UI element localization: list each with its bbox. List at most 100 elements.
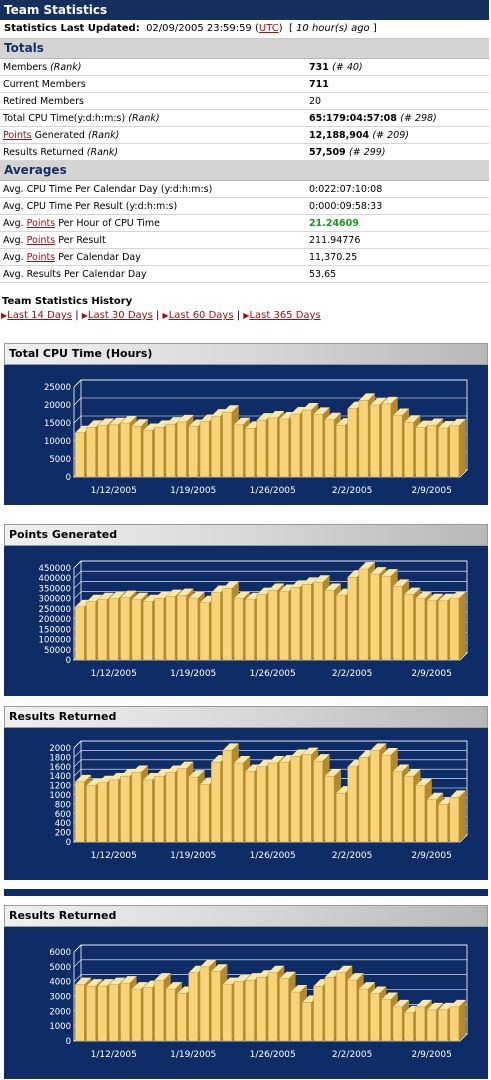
cpu-time-value: 65:179:04:57:08 bbox=[309, 112, 397, 124]
bar-front bbox=[290, 991, 301, 1042]
bar-top bbox=[313, 754, 330, 762]
bar-top bbox=[86, 594, 103, 602]
current-members-label: Current Members bbox=[0, 75, 306, 93]
x-tick-label: 2/2/2005 bbox=[332, 669, 372, 679]
bar-front bbox=[233, 981, 244, 1042]
y-tick-label: 200 bbox=[55, 829, 71, 839]
bar-top bbox=[154, 973, 171, 981]
bar-top bbox=[415, 999, 432, 1007]
x-tick-label: 2/9/2005 bbox=[411, 486, 451, 496]
members-value: 731 bbox=[309, 61, 329, 73]
bar-front bbox=[222, 411, 233, 478]
totals-heading: Totals bbox=[0, 39, 489, 59]
points-link[interactable]: Points bbox=[26, 234, 56, 246]
bar-front bbox=[86, 785, 96, 843]
bar-top bbox=[154, 591, 171, 599]
points-link[interactable]: Points bbox=[26, 251, 56, 263]
bar-front bbox=[301, 584, 312, 661]
bar-top bbox=[279, 584, 296, 592]
history-link-60[interactable]: Last 60 Days bbox=[168, 310, 234, 321]
bar-front bbox=[108, 598, 119, 661]
bar-top bbox=[86, 979, 103, 987]
points-link[interactable]: Points bbox=[3, 129, 32, 141]
bar-top bbox=[256, 970, 273, 978]
y-tick-label: 50000 bbox=[44, 646, 71, 656]
bar-front bbox=[301, 1002, 312, 1042]
bar-top bbox=[404, 415, 421, 423]
bar-top bbox=[347, 973, 364, 981]
bar-front bbox=[188, 776, 198, 843]
x-tick-label: 1/19/2005 bbox=[170, 669, 216, 679]
bar-top bbox=[256, 413, 273, 421]
bar-front bbox=[381, 999, 391, 1042]
bar-front bbox=[426, 799, 437, 843]
bar-top bbox=[313, 575, 330, 583]
avg-points-result-label: Per Result bbox=[55, 234, 106, 246]
bar-front bbox=[131, 599, 142, 661]
chart-title: Results Returned bbox=[4, 706, 488, 728]
bar-front bbox=[392, 1006, 403, 1042]
arrow-right-icon: ▶ bbox=[1, 311, 8, 320]
bar-front bbox=[165, 772, 176, 843]
current-members-value: 711 bbox=[306, 75, 489, 93]
grid-line-side bbox=[73, 591, 82, 599]
results-returned-label: Results Returned bbox=[3, 146, 84, 158]
bar-front bbox=[108, 424, 119, 478]
bar-top bbox=[324, 412, 341, 420]
bar-front bbox=[97, 425, 108, 478]
avg-cpu-day-label: Avg. CPU Time Per Calendar Day (y:d:h:m:… bbox=[0, 181, 306, 198]
bar-top bbox=[279, 971, 296, 979]
bar-top bbox=[449, 790, 466, 798]
bar-front bbox=[449, 797, 460, 843]
bar-front bbox=[336, 792, 346, 843]
rank-label: (Rank) bbox=[128, 112, 160, 124]
bar-front bbox=[256, 976, 267, 1042]
bar-front bbox=[222, 588, 233, 661]
y-tick-label: 200000 bbox=[39, 615, 71, 625]
history-link-30[interactable]: Last 30 Days bbox=[87, 310, 153, 321]
bar-front bbox=[438, 600, 448, 661]
x-tick-label: 1/26/2005 bbox=[250, 851, 296, 861]
bar-top bbox=[97, 418, 114, 426]
points-link[interactable]: Points bbox=[26, 217, 56, 229]
bar-front bbox=[279, 761, 289, 843]
grid-line-side bbox=[73, 768, 82, 777]
history-link-14[interactable]: Last 14 Days bbox=[7, 310, 73, 321]
history-link-365[interactable]: Last 365 Days bbox=[249, 310, 321, 321]
bar-front bbox=[438, 804, 448, 843]
bar-front bbox=[245, 979, 255, 1042]
bar-front bbox=[347, 576, 357, 661]
bar-front bbox=[120, 775, 130, 843]
x-tick-label: 2/2/2005 bbox=[332, 1050, 372, 1060]
bar-top bbox=[75, 774, 92, 782]
chart-points-generated: Points Generated 0 50000 100000 150000 20000… bbox=[4, 524, 488, 696]
bar-front bbox=[97, 599, 108, 661]
bar-front bbox=[233, 598, 244, 661]
bar-top bbox=[256, 759, 273, 767]
bar-front bbox=[324, 976, 335, 1042]
bar-top bbox=[381, 748, 398, 756]
grid-line-side bbox=[73, 560, 82, 569]
bar-top bbox=[154, 420, 171, 428]
bar-front bbox=[358, 568, 369, 661]
bar-top bbox=[324, 970, 341, 978]
bar-front bbox=[438, 1009, 448, 1042]
bar-top bbox=[358, 982, 376, 990]
bar-front bbox=[301, 754, 312, 843]
bar-front bbox=[392, 415, 403, 478]
bar-top bbox=[256, 587, 273, 595]
y-tick-label: 4000 bbox=[49, 978, 71, 988]
bar-front bbox=[120, 422, 130, 478]
bar-top bbox=[109, 417, 126, 425]
utc-link[interactable]: UTC bbox=[258, 23, 279, 34]
bar-top bbox=[97, 592, 114, 600]
bar bbox=[449, 999, 466, 1042]
bar-front bbox=[154, 775, 164, 843]
bar-top bbox=[165, 982, 183, 990]
bar-top bbox=[165, 589, 183, 597]
bar-top bbox=[86, 778, 103, 786]
tz-paren-open: ( bbox=[254, 23, 259, 34]
bar-top bbox=[404, 769, 421, 777]
bar-front bbox=[426, 425, 437, 478]
bar-top bbox=[131, 419, 148, 427]
